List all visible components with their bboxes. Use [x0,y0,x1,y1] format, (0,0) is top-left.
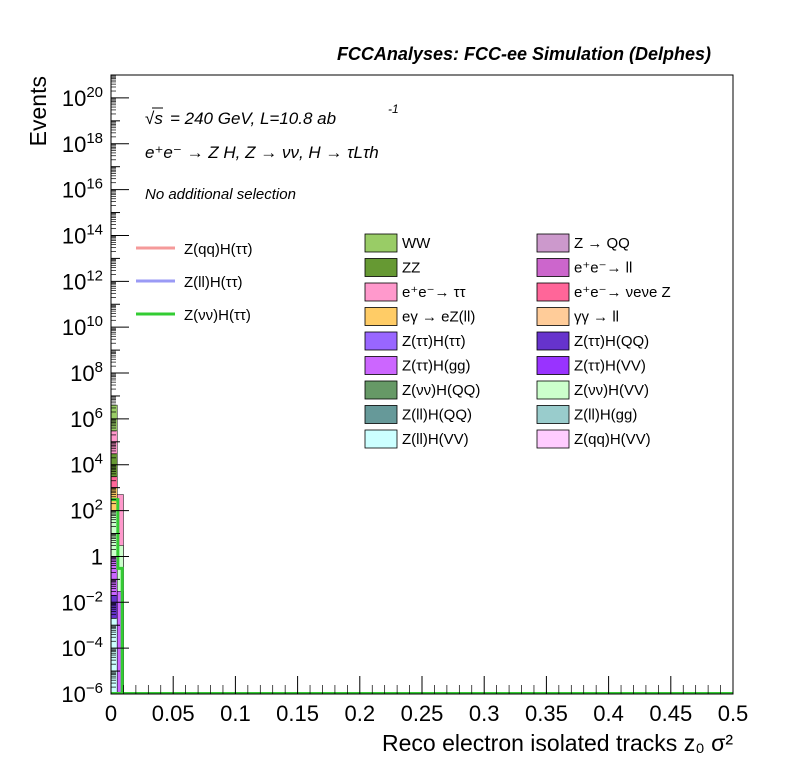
legend-background-swatch-3 [536,258,570,277]
energy-text: = 240 GeV, L=10.8 ab [170,109,336,128]
legend-background-label-13: Z(νν)H(VV) [574,382,649,399]
legend-background-swatch-10 [364,356,398,375]
annotation-energy: √s = 240 GeV, L=10.8 ab -1 [145,102,399,128]
legend-background-swatch-9 [536,331,570,351]
energy-sqrt: √s [145,109,163,128]
legend-backgrounds: WW Z → QQ ZZ e⁺e⁻→ ll e⁺e⁻→ ττ e⁺e⁻→ νeνe Z eγ… [364,233,671,449]
legend-signals: Z(qq)H(ττ) Z(ll)H(ττ) Z(νν)H(ττ) [136,241,253,324]
legend-background-swatch-1 [536,233,570,253]
legend-background-label-1: Z → QQ [574,235,630,252]
legend-background-label-2: ZZ [402,260,420,277]
legend-background-swatch-7 [536,307,570,326]
legend-background-label-4: e⁺e⁻→ ττ [402,284,466,301]
y-tick-label-3: 1 [91,544,103,569]
legend-background-label-10: Z(ττ)H(gg) [402,358,471,375]
legend-background-swatch-14 [364,405,398,424]
legend-background-label-0: WW [402,235,431,252]
y-tick-label-9: 1012 [62,267,103,294]
legend-background-label-6: eγ → eZ(ll) [402,309,475,326]
y-tick-label-8: 1010 [62,313,103,340]
legend-background-label-7: γγ → ll [574,309,619,326]
annotation-selection: No additional selection [145,186,296,203]
legend-background-swatch-0 [364,233,398,253]
legend-background-label-14: Z(ll)H(QQ) [402,407,472,424]
legend-background-label-9: Z(ττ)H(QQ) [574,333,649,350]
y-tick-label-10: 1014 [62,221,103,248]
x-tick-label-2: 0.1 [220,701,251,726]
x-tick-label-5: 0.25 [401,701,444,726]
x-axis: 0 0.05 0.1 0.15 0.2 0.25 0.3 0.35 0.4 0.45 0.5 [105,676,748,726]
legend-background-swatch-12 [364,380,398,400]
y-tick-label-13: 1020 [62,84,103,111]
x-tick-label-1: 0.05 [152,701,195,726]
legend-background-label-12: Z(νν)H(QQ) [402,382,480,399]
legend-background-label-3: e⁺e⁻→ ll [574,260,632,277]
x-axis-label: Reco electron isolated tracks z₀ σ² [382,730,733,756]
x-tick-label-0: 0 [105,701,117,726]
legend-background-swatch-13 [536,380,570,400]
legend-signal-label-2: Z(νν)H(ττ) [184,307,251,324]
legend-background-swatch-2 [364,258,398,277]
header-title: FCCAnalyses: FCC-ee Simulation (Delphes) [337,44,711,64]
legend-background-label-16: Z(ll)H(VV) [402,431,469,448]
legend-background-swatch-15 [536,405,570,424]
x-tick-label-7: 0.35 [525,701,568,726]
histogram-bar-0-8 [110,618,118,695]
legend-background-swatch-11 [536,356,570,375]
x-tick-label-3: 0.15 [276,701,319,726]
x-tick-label-10: 0.5 [718,701,749,726]
y-tick-label-12: 1018 [62,130,103,157]
x-tick-label-4: 0.2 [345,701,376,726]
y-tick-label-1: 10−4 [61,634,103,661]
legend-background-label-11: Z(ττ)H(VV) [574,358,646,375]
y-tick-label-6: 106 [70,405,103,432]
legend-background-label-17: Z(qq)H(VV) [574,431,651,448]
y-axis: 10−6 10−4 10−2 1 102 104 106 108 1010 1012 1014 101… [61,74,129,707]
legend-background-label-5: e⁺e⁻→ νeνe Z [574,284,671,301]
legend-background-swatch-8 [364,331,398,351]
plot-area: 10−6 10−4 10−2 1 102 104 106 108 1010 1012 1014 101… [61,74,748,726]
legend-background-label-8: Z(ττ)H(ττ) [402,333,466,350]
y-tick-label-5: 104 [70,451,103,478]
legend-background-label-15: Z(ll)H(gg) [574,407,637,424]
legend-background-swatch-16 [364,429,398,449]
y-tick-label-4: 102 [70,497,103,524]
y-tick-label-0: 10−6 [61,680,103,707]
legend-background-swatch-17 [536,429,570,449]
y-tick-label-11: 1016 [62,176,103,203]
legend-signal-label-1: Z(ll)H(ττ) [184,274,243,291]
y-tick-label-7: 108 [70,359,103,386]
legend-signal-label-0: Z(qq)H(ττ) [184,241,253,258]
legend-background-swatch-5 [536,282,570,302]
y-tick-label-2: 10−2 [61,588,103,615]
legend-background-swatch-6 [364,307,398,326]
x-tick-label-8: 0.4 [593,701,624,726]
signal-lines [111,498,733,694]
annotation-process: e⁺e⁻ → Z H, Z → νν, H → τLτh [145,143,379,162]
legend-background-swatch-4 [364,282,398,302]
x-tick-label-9: 0.45 [649,701,692,726]
x-tick-label-6: 0.3 [469,701,500,726]
y-axis-label: Events [25,76,51,146]
lumi-exponent: -1 [388,102,399,116]
